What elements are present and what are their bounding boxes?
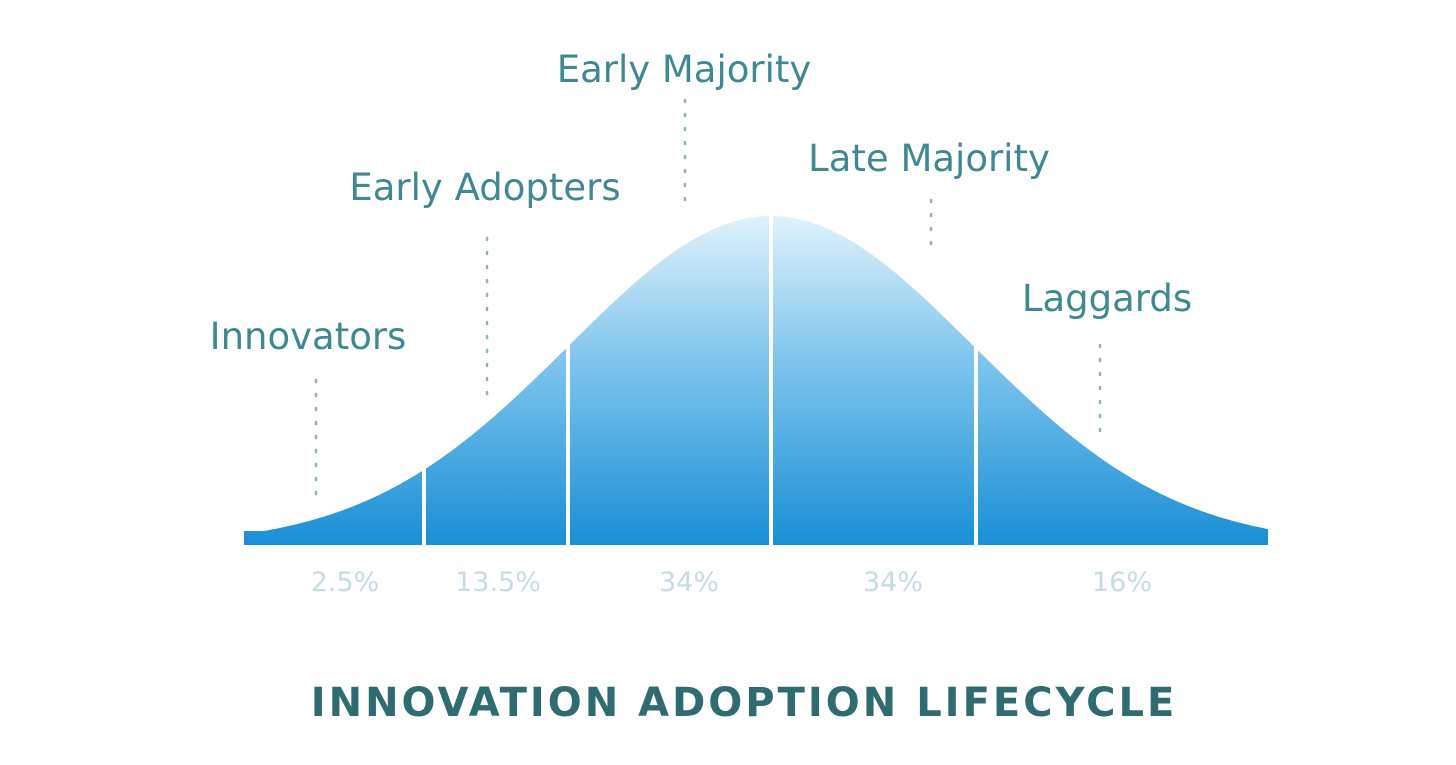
percent-label-early-adopters: 13.5% (455, 567, 541, 598)
bell-curve-area (244, 216, 1268, 545)
segment-label-laggards: Laggards (1022, 277, 1192, 320)
label-leader-lines (314, 98, 1102, 497)
percent-label-late-majority: 34% (863, 567, 923, 598)
percent-label-innovators: 2.5% (311, 567, 380, 598)
page-title: INNOVATION ADOPTION LIFECYCLE (311, 680, 1178, 726)
segment-label-early-majority: Early Majority (557, 48, 812, 91)
segment-label-late-majority: Late Majority (808, 137, 1050, 180)
segment-label-innovators: Innovators (210, 315, 407, 358)
segment-dividers (422, 214, 978, 545)
segment-label-early-adopters: Early Adopters (349, 166, 620, 209)
percent-label-laggards: 16% (1092, 567, 1152, 598)
percent-label-early-majority: 34% (659, 567, 719, 598)
